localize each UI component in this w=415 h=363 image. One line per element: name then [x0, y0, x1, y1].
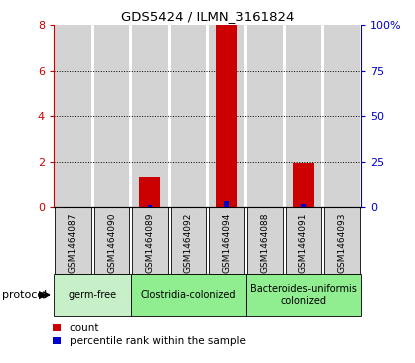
- Text: GSM1464091: GSM1464091: [299, 212, 308, 273]
- Bar: [94, 207, 129, 274]
- Bar: [286, 207, 321, 274]
- Text: GSM1464093: GSM1464093: [337, 212, 347, 273]
- Bar: [246, 274, 361, 316]
- Bar: [56, 207, 91, 274]
- Text: ▶: ▶: [39, 290, 48, 300]
- Text: GSM1464087: GSM1464087: [68, 212, 78, 273]
- Bar: [286, 25, 321, 207]
- Text: Clostridia-colonized: Clostridia-colonized: [141, 290, 236, 300]
- Text: GSM1464088: GSM1464088: [261, 212, 270, 273]
- Bar: [324, 207, 359, 274]
- Bar: [94, 25, 129, 207]
- Text: GSM1464094: GSM1464094: [222, 212, 231, 273]
- Bar: [139, 178, 161, 207]
- Bar: [209, 25, 244, 207]
- Text: GSM1464092: GSM1464092: [184, 212, 193, 273]
- Bar: [247, 207, 283, 274]
- Bar: [171, 25, 206, 207]
- Bar: [171, 207, 206, 274]
- Bar: [301, 204, 306, 207]
- Bar: [225, 201, 229, 207]
- Bar: [209, 207, 244, 274]
- Text: GSM1464090: GSM1464090: [107, 212, 116, 273]
- Bar: [56, 25, 91, 207]
- Bar: [216, 25, 237, 207]
- Bar: [293, 163, 314, 207]
- Bar: [132, 25, 168, 207]
- Text: GSM1464089: GSM1464089: [145, 212, 154, 273]
- Bar: [324, 25, 359, 207]
- Text: protocol: protocol: [2, 290, 47, 300]
- Text: Bacteroides-uniformis
colonized: Bacteroides-uniformis colonized: [250, 284, 357, 306]
- Bar: [131, 274, 246, 316]
- Bar: [247, 25, 283, 207]
- Bar: [148, 205, 152, 207]
- Bar: [132, 207, 168, 274]
- Title: GDS5424 / ILMN_3161824: GDS5424 / ILMN_3161824: [121, 10, 294, 23]
- Legend: count, percentile rank within the sample: count, percentile rank within the sample: [51, 321, 248, 348]
- Bar: [54, 274, 131, 316]
- Text: germ-free: germ-free: [68, 290, 116, 300]
